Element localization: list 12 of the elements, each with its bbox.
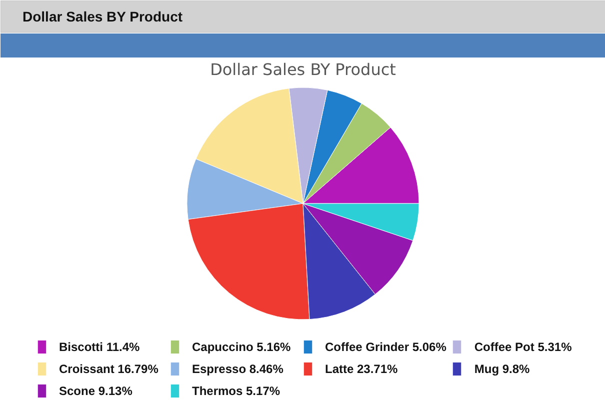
legend-label: Espresso 8.46%: [192, 362, 284, 376]
legend-label: Croissant 16.79%: [59, 362, 160, 376]
legend-label: Thermos 5.17%: [192, 384, 282, 398]
legend-label: Capuccino 5.16%: [192, 340, 292, 354]
text: Dollar Sales BY Product: [22, 8, 183, 24]
legend-label: Coffee Pot 5.31%: [474, 340, 573, 354]
legend-label: Scone 9.13%: [59, 384, 134, 398]
chart-title: Dollar Sales BY Product: [210, 60, 396, 79]
legend-label: Mug 9.8%: [474, 362, 531, 376]
legend-label: Biscotti 11.4%: [59, 340, 141, 354]
legend-label: Latte 23.71%: [325, 362, 399, 376]
legend-label: Coffee Grinder 5.06%: [325, 340, 446, 354]
